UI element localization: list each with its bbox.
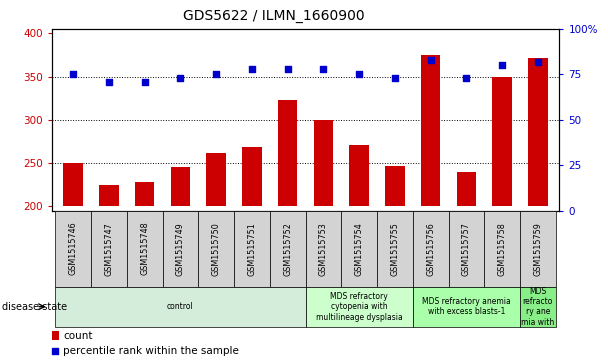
Text: GSM1515757: GSM1515757 xyxy=(462,222,471,276)
FancyBboxPatch shape xyxy=(270,211,305,287)
Point xyxy=(176,75,185,81)
FancyBboxPatch shape xyxy=(520,211,556,287)
FancyBboxPatch shape xyxy=(91,211,126,287)
Text: GSM1515758: GSM1515758 xyxy=(498,222,506,276)
Bar xyxy=(99,185,119,206)
Point xyxy=(104,79,114,85)
Text: GSM1515759: GSM1515759 xyxy=(533,222,542,276)
Bar xyxy=(63,163,83,206)
FancyBboxPatch shape xyxy=(126,211,162,287)
FancyBboxPatch shape xyxy=(413,287,520,327)
Point xyxy=(461,75,471,81)
FancyBboxPatch shape xyxy=(413,211,449,287)
Point xyxy=(319,66,328,72)
Text: GDS5622 / ILMN_1660900: GDS5622 / ILMN_1660900 xyxy=(183,9,364,23)
Text: GSM1515756: GSM1515756 xyxy=(426,222,435,276)
Text: GSM1515746: GSM1515746 xyxy=(69,222,78,276)
FancyBboxPatch shape xyxy=(234,211,270,287)
Bar xyxy=(278,100,297,206)
Point xyxy=(426,57,435,63)
Bar xyxy=(421,55,440,206)
Text: GSM1515752: GSM1515752 xyxy=(283,222,292,276)
Point xyxy=(247,66,257,72)
Point xyxy=(354,72,364,77)
FancyBboxPatch shape xyxy=(485,211,520,287)
Text: GSM1515747: GSM1515747 xyxy=(105,222,113,276)
Text: GSM1515751: GSM1515751 xyxy=(247,222,257,276)
Bar xyxy=(385,167,405,206)
Bar xyxy=(528,58,548,206)
Bar xyxy=(206,154,226,206)
Point xyxy=(211,72,221,77)
FancyBboxPatch shape xyxy=(55,211,91,287)
Bar xyxy=(171,167,190,206)
FancyBboxPatch shape xyxy=(449,211,485,287)
FancyBboxPatch shape xyxy=(55,287,305,327)
Point xyxy=(533,59,543,65)
FancyBboxPatch shape xyxy=(305,211,341,287)
Point xyxy=(497,62,507,68)
FancyBboxPatch shape xyxy=(341,211,377,287)
Text: control: control xyxy=(167,302,194,311)
Text: GSM1515750: GSM1515750 xyxy=(212,222,221,276)
FancyBboxPatch shape xyxy=(305,287,413,327)
FancyBboxPatch shape xyxy=(198,211,234,287)
FancyBboxPatch shape xyxy=(520,287,556,327)
Text: MDS refractory
cytopenia with
multilineage dysplasia: MDS refractory cytopenia with multilinea… xyxy=(316,292,402,322)
Text: percentile rank within the sample: percentile rank within the sample xyxy=(63,346,239,356)
Bar xyxy=(350,145,369,206)
Bar xyxy=(242,147,261,206)
Point xyxy=(68,72,78,77)
Point xyxy=(140,79,150,85)
Text: GSM1515754: GSM1515754 xyxy=(354,222,364,276)
Bar xyxy=(52,331,60,340)
Text: GSM1515749: GSM1515749 xyxy=(176,222,185,276)
Text: MDS
refracto
ry ane
mia with: MDS refracto ry ane mia with xyxy=(521,287,554,327)
Text: count: count xyxy=(63,331,92,340)
Point xyxy=(283,66,292,72)
Bar xyxy=(135,182,154,206)
Bar xyxy=(492,77,512,206)
Text: GSM1515748: GSM1515748 xyxy=(140,222,149,276)
Bar xyxy=(314,120,333,206)
Bar xyxy=(457,172,476,206)
Text: GSM1515753: GSM1515753 xyxy=(319,222,328,276)
FancyBboxPatch shape xyxy=(377,211,413,287)
Text: MDS refractory anemia
with excess blasts-1: MDS refractory anemia with excess blasts… xyxy=(422,297,511,317)
Text: GSM1515755: GSM1515755 xyxy=(390,222,399,276)
FancyBboxPatch shape xyxy=(162,211,198,287)
Point xyxy=(390,75,400,81)
Point xyxy=(50,348,60,354)
Text: disease state: disease state xyxy=(2,302,67,312)
